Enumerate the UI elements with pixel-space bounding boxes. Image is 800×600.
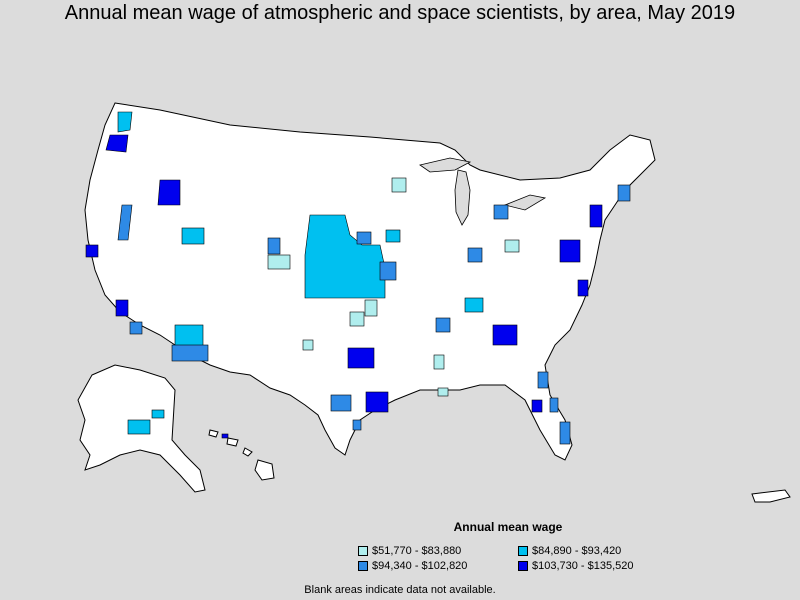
- legend-item-band-2: $84,890 - $93,420: [518, 545, 621, 557]
- legend-swatch-icon: [358, 561, 368, 571]
- legend-swatch-icon: [358, 546, 368, 556]
- legend-label: $94,340 - $102,820: [372, 560, 468, 572]
- areas-wage-band-4: [85, 134, 603, 439]
- legend-swatch-icon: [518, 546, 528, 556]
- legend-label: $84,890 - $93,420: [532, 545, 622, 557]
- lake-michigan: [454, 169, 471, 226]
- legend-label: $103,730 - $135,520: [532, 560, 634, 572]
- hawaii-islands: [208, 429, 275, 481]
- map-title: Annual mean wage of atmospheric and spac…: [64, 2, 736, 24]
- legend-title: Annual mean wage: [453, 520, 563, 534]
- legend-item-band-3: $94,340 - $102,820: [358, 560, 467, 572]
- legend-swatch-icon: [518, 561, 528, 571]
- areas-wage-band-3: [117, 184, 631, 445]
- lake-superior: [419, 157, 472, 173]
- legend-item-band-1: $51,770 - $83,880: [358, 545, 461, 557]
- footnote: Blank areas indicate data not available.: [304, 584, 496, 596]
- areas-wage-band-2: [117, 111, 484, 435]
- legend-item-band-4: $103,730 - $135,520: [518, 560, 634, 572]
- puerto-rico-land: [751, 489, 791, 503]
- areas-wage-band-1: [267, 177, 520, 397]
- lake-erie: [503, 194, 547, 211]
- legend-label: $51,770 - $83,880: [372, 545, 462, 557]
